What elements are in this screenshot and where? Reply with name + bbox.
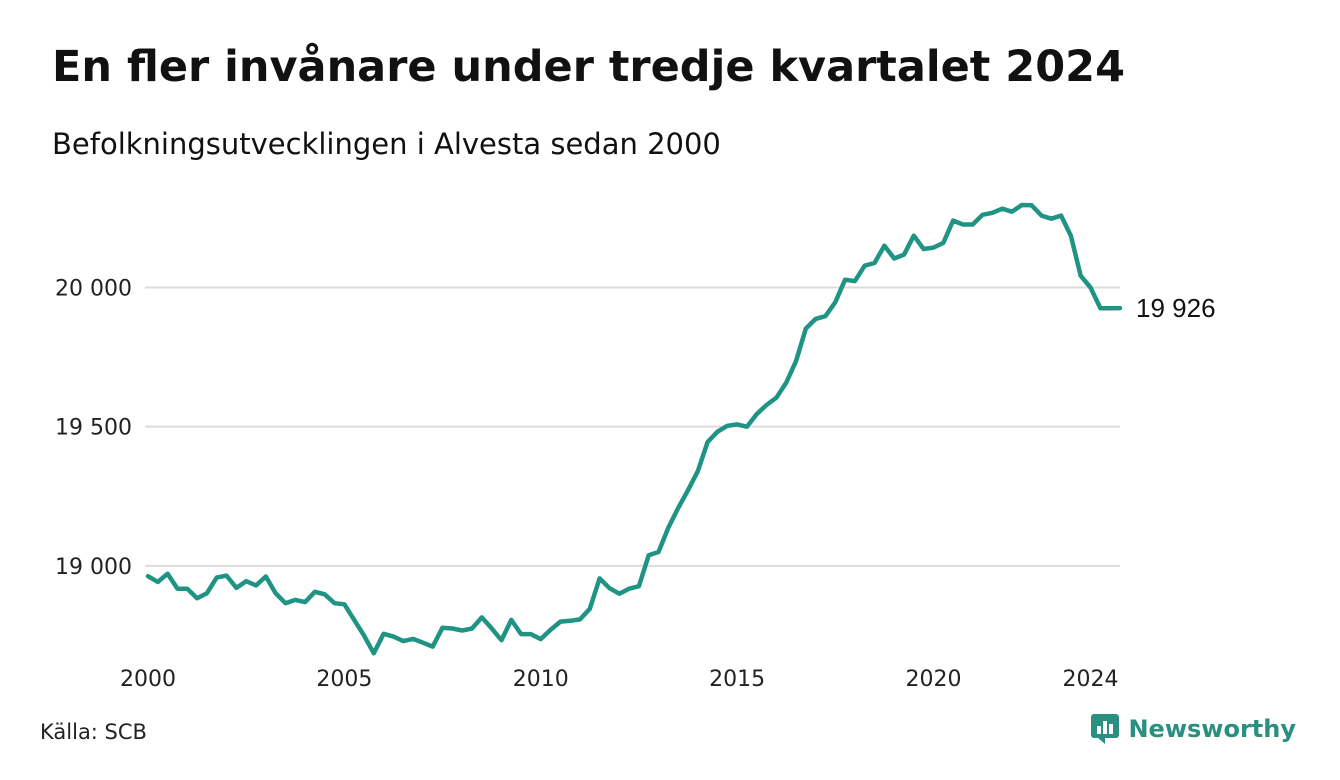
series-line <box>145 202 1123 656</box>
y-tick-label: 20 000 <box>55 276 132 301</box>
y-tick-label: 19 500 <box>55 416 132 441</box>
y-tick-label: 19 000 <box>55 555 132 580</box>
x-tick-label: 2020 <box>905 667 961 692</box>
x-tick-label: 2024 <box>1063 667 1119 692</box>
brand-logo: Newsworthy <box>1090 713 1296 745</box>
x-tick-label: 2000 <box>120 667 176 692</box>
source-note: Källa: SCB <box>40 720 147 744</box>
x-tick-label: 2010 <box>513 667 569 692</box>
series-layer <box>145 202 1123 656</box>
chart-bubble-icon <box>1091 714 1120 744</box>
y-axis-labels: 19 000 19 500 20 000 <box>55 276 132 579</box>
chart-title: En fler invånare under tredje kvartalet … <box>52 42 1125 92</box>
brand-name: Newsworthy <box>1128 715 1296 743</box>
x-tick-label: 2015 <box>709 667 765 692</box>
end-value-label: 19 926 <box>1136 293 1216 323</box>
gridlines <box>145 286 1120 567</box>
x-axis-labels: 2000 2005 2010 2015 2020 2024 <box>120 667 1119 692</box>
x-tick-label: 2005 <box>316 667 372 692</box>
chart-subtitle: Befolkningsutvecklingen i Alvesta sedan … <box>52 127 721 161</box>
